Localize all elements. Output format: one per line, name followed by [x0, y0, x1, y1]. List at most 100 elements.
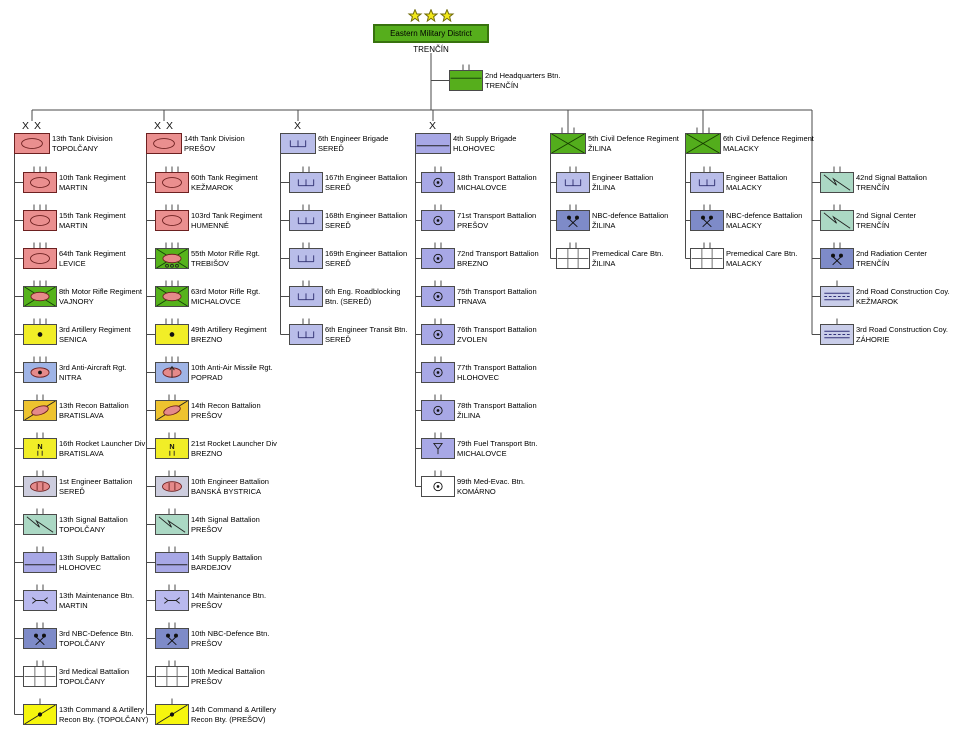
- unit-name: 3rd Road Construction Coy.: [856, 325, 948, 334]
- cmd-recon-symbol-icon: [24, 705, 56, 724]
- unit-name: 167th Engineer Battalion: [325, 173, 408, 182]
- medical-symbol-icon: [156, 667, 188, 686]
- unit-box-103rd-tank-regiment: [155, 210, 189, 231]
- unit-name: 76th Transport Battalion: [457, 325, 537, 334]
- unit-name: 169th Engineer Battalion: [325, 249, 408, 258]
- unit-label-10th-tank-regiment: 10th Tank Regiment MARTIN: [59, 173, 126, 192]
- transport-symbol-icon: [433, 367, 443, 378]
- unit-location: PREŠOV: [191, 410, 223, 420]
- unit-box-16th-rocket-launcher-div: N: [23, 438, 57, 459]
- unit-location: POPRAD: [191, 372, 223, 382]
- unit-location: PREŠOV: [184, 143, 216, 153]
- unit-box-75th-transport-battalion: [421, 286, 455, 307]
- unit-location: SEREĎ: [59, 486, 85, 496]
- unit-box-18th-transport-battalion: [421, 172, 455, 193]
- unit-name: 13th Maintenance Btn.: [59, 591, 135, 600]
- unit-name: 3rd NBC-Defence Btn.: [59, 629, 134, 638]
- unit-box-13th-command-artillery: [23, 704, 57, 725]
- engineer-symbol-icon: [297, 217, 315, 225]
- unit-label-15th-tank-regiment: 15th Tank Regiment MARTIN: [59, 211, 126, 230]
- armor-symbol-icon: [30, 253, 50, 264]
- unit-location: KEŽMAROK: [191, 182, 234, 192]
- unit-name: 78th Transport Battalion: [457, 401, 537, 410]
- unit-box-15th-tank-regiment: [23, 210, 57, 231]
- unit-label-79th-fuel-transport-btn: 79th Fuel Transport Btn. MICHALOVCE: [457, 439, 537, 458]
- unit-location: Recon Bty. (TOPOLČANY): [59, 714, 149, 724]
- unit-name: 6th Engineer Transit Btn.: [325, 325, 408, 334]
- unit-label-78th-transport-battalion: 78th Transport Battalion ŽILINA: [457, 401, 537, 420]
- unit-box-169th-engineer-battalion: [289, 248, 323, 269]
- unit-location: MALACKY: [723, 143, 759, 153]
- unit-location: BREZNO: [191, 334, 223, 344]
- unit-label-72nd-transport-battalion: 72nd Transport Battalion BREZNO: [457, 249, 539, 268]
- unit-name: 2nd Road Construction Coy.: [856, 287, 950, 296]
- supply-symbol-icon: [24, 564, 56, 566]
- artillery-symbol-icon: [37, 332, 43, 337]
- unit-box-nbc-defence-battalion: [690, 210, 724, 231]
- unit-label-60th-tank-regiment: 60th Tank Regiment KEŽMAROK: [191, 173, 258, 192]
- unit-location: SENICA: [59, 334, 87, 344]
- unit-label-167th-engineer-battalion: 167th Engineer Battalion SEREĎ: [325, 173, 407, 192]
- unit-location: ŽILINA: [457, 410, 481, 420]
- unit-location: BREZNO: [457, 258, 489, 268]
- unit-name: 13th Supply Battalion: [59, 553, 130, 562]
- unit-name: 60th Tank Regiment: [191, 173, 258, 182]
- unit-name: 15th Tank Regiment: [59, 211, 126, 220]
- unit-label-5th-civil-defence-regiment: 5th Civil Defence Regiment ŽILINA: [588, 134, 679, 153]
- maintenance-symbol-icon: [164, 597, 180, 604]
- unit-location: TOPOLČANY: [59, 676, 106, 686]
- unit-name: 13th Command & Artillery: [59, 705, 145, 714]
- unit-label-13th-maintenance-btn: 13th Maintenance Btn. MARTIN: [59, 591, 134, 610]
- unit-box-2nd-road-construction-coy: [820, 286, 854, 307]
- aa-missile-symbol-icon: [162, 365, 182, 378]
- artillery-symbol-icon: [169, 332, 175, 337]
- signal-symbol-icon: [26, 516, 54, 533]
- nbc-symbol-icon: [567, 215, 579, 228]
- cmd-recon-symbol-icon: [156, 705, 188, 724]
- unit-label-3rd-anti-aircraft-rgt: 3rd Anti-Aircraft Rgt. NITRA: [59, 363, 127, 382]
- unit-box-10th-nbc-defence-btn: [155, 628, 189, 649]
- unit-box-14th-command-artillery: [155, 704, 189, 725]
- unit-label-49th-artillery-regiment: 49th Artillery Regiment BREZNO: [191, 325, 266, 344]
- unit-location: BARDEJOV: [191, 562, 232, 572]
- unit-box-14th-supply-battalion: [155, 552, 189, 573]
- signal-symbol-icon: [823, 174, 851, 191]
- unit-label-nbc-defence-battalion: NBC-defence Battalion ŽILINA: [592, 211, 668, 230]
- unit-name: 10th Anti-Air Missile Rgt.: [191, 363, 273, 372]
- unit-location: BREZNO: [191, 448, 223, 458]
- unit-location: Recon Bty. (PREŠOV): [191, 714, 266, 724]
- unit-name: NBC-defence Battalion: [726, 211, 803, 220]
- unit-box-77th-transport-battalion: [421, 362, 455, 383]
- unit-name: 13th Tank Division: [52, 134, 113, 143]
- unit-label-engineer-battalion: Engineer Battalion ŽILINA: [592, 173, 653, 192]
- unit-location: SEREĎ: [325, 334, 351, 344]
- unit-name: 13th Recon Battalion: [59, 401, 129, 410]
- road-symbol-icon: [824, 292, 850, 301]
- unit-label-10th-medical-battalion: 10th Medical Battalion PREŠOV: [191, 667, 265, 686]
- unit-box-6th-civil-defence-regiment: [685, 133, 721, 154]
- unit-name: 6th Engineer Brigade: [318, 134, 389, 143]
- unit-box-49th-artillery-regiment: [155, 324, 189, 345]
- unit-label-3rd-road-construction-coy: 3rd Road Construction Coy. ZÁHORIE: [856, 325, 948, 344]
- unit-name: 79th Fuel Transport Btn.: [457, 439, 538, 448]
- unit-name: 6th Civil Defence Regiment: [723, 134, 814, 143]
- unit-location: HLOHOVEC: [59, 562, 102, 572]
- recon-symbol-icon: [24, 401, 56, 420]
- unit-box-99th-med-evac-btn: [421, 476, 455, 497]
- unit-box-21st-rocket-launcher-div: N: [155, 438, 189, 459]
- unit-box-13th-supply-battalion: [23, 552, 57, 573]
- unit-name: 16th Rocket Launcher Div: [59, 439, 146, 448]
- unit-label-2nd-radiation-center: 2nd Radiation Center TRENČÍN: [856, 249, 927, 268]
- unit-location: PREŠOV: [191, 638, 223, 648]
- unit-box-premedical-care-btn: [690, 248, 724, 269]
- engineer-symbol-icon: [698, 179, 716, 187]
- unit-label-42nd-signal-battalion: 42nd Signal Battalion TRENČÍN: [856, 173, 927, 192]
- unit-location: MARTIN: [59, 220, 88, 230]
- unit-name: 14th Signal Battalion: [191, 515, 260, 524]
- unit-box-79th-fuel-transport-btn: [421, 438, 455, 459]
- unit-name: 75th Transport Battalion: [457, 287, 537, 296]
- unit-location: MICHALOVCE: [191, 296, 241, 306]
- unit-location: TOPOLČANY: [59, 524, 106, 534]
- unit-location: MALACKY: [726, 182, 762, 192]
- unit-label-2nd-road-construction-coy: 2nd Road Construction Coy. KEŽMAROK: [856, 287, 950, 306]
